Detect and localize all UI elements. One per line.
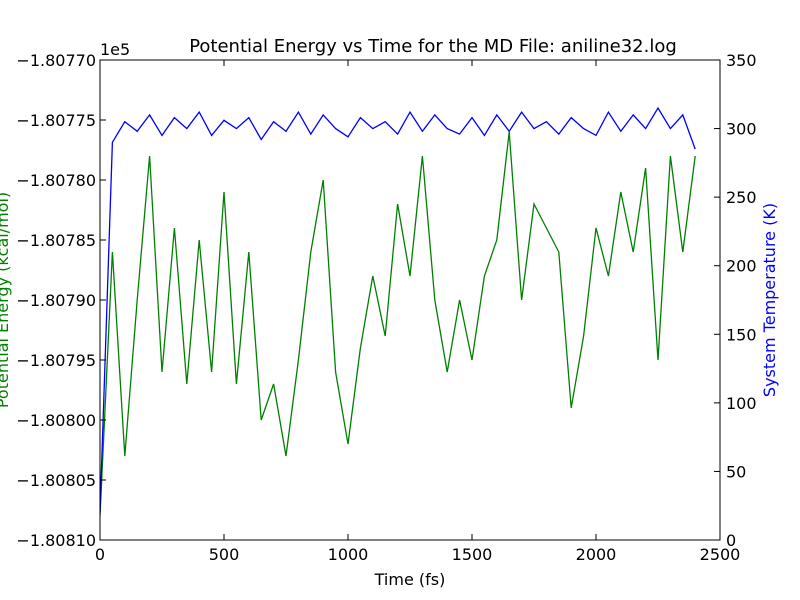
y-left-tick-label: −1.80770: [16, 51, 96, 70]
y-left-tick-label: −1.80795: [16, 351, 96, 370]
y-offset-label: 1e5: [100, 40, 130, 59]
x-axis-label: Time (fs): [374, 570, 446, 589]
y-right-tick-label: 300: [726, 120, 757, 139]
y-right-tick-label: 50: [726, 462, 746, 481]
chart-title: Potential Energy vs Time for the MD File…: [189, 36, 677, 57]
y-right-tick-label: 150: [726, 325, 757, 344]
temperature-series-line: [100, 108, 695, 513]
y-left-ticks: −1.80810 −1.80805 −1.80800 −1.80795 −1.80790…: [16, 51, 106, 550]
x-tick-label: 2000: [576, 545, 617, 564]
x-ticks: 0 500 1000 1500 2000 2500: [95, 60, 740, 564]
x-tick-label: 1500: [452, 545, 493, 564]
y-right-tick-label: 250: [726, 188, 757, 207]
y-right-tick-label: 100: [726, 394, 757, 413]
y-right-axis-label: System Temperature (K): [760, 203, 779, 397]
y-left-tick-label: −1.80780: [16, 171, 96, 190]
y-left-axis-label: Potential Energy (kcal/mol): [0, 192, 12, 408]
y-left-tick-label: −1.80775: [16, 111, 96, 130]
x-tick-label: 1000: [328, 545, 369, 564]
y-right-tick-label: 350: [726, 51, 757, 70]
y-right-tick-label: 0: [726, 531, 736, 550]
y-left-tick-label: −1.80800: [16, 411, 96, 430]
plot-content: [100, 108, 695, 516]
x-tick-label: 0: [95, 545, 105, 564]
y-left-tick-label: −1.80805: [16, 471, 96, 490]
y-left-tick-label: −1.80785: [16, 231, 96, 250]
y-right-tick-label: 200: [726, 257, 757, 276]
potential-series-line: [100, 132, 695, 516]
y-left-tick-label: −1.80790: [16, 291, 96, 310]
plot-frame: [100, 60, 720, 540]
x-tick-label: 500: [209, 545, 240, 564]
y-left-tick-label: −1.80810: [16, 531, 96, 550]
